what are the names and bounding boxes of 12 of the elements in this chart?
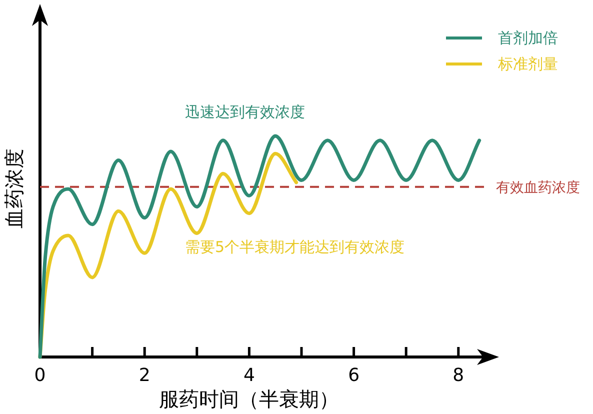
ref-line-label: 有效血药浓度 (496, 180, 580, 196)
annotation: 需要5个半衰期才能达到有效浓度 (185, 238, 405, 256)
x-tick-label: 0 (34, 365, 46, 386)
text: 迅速达到有效浓度 (185, 103, 305, 121)
x-tick-label: 6 (348, 365, 360, 386)
x-tick-label: 2 (138, 365, 150, 386)
legend-label: 首剂加倍 (498, 29, 558, 47)
y-axis-title: 血药浓度 (2, 148, 26, 228)
x-tick-label: 4 (243, 365, 255, 386)
x-tick-label: 8 (452, 365, 464, 386)
legend-label: 标准剂量 (497, 55, 558, 73)
x-axis-title: 服药时间（半衰期） (159, 387, 340, 411)
